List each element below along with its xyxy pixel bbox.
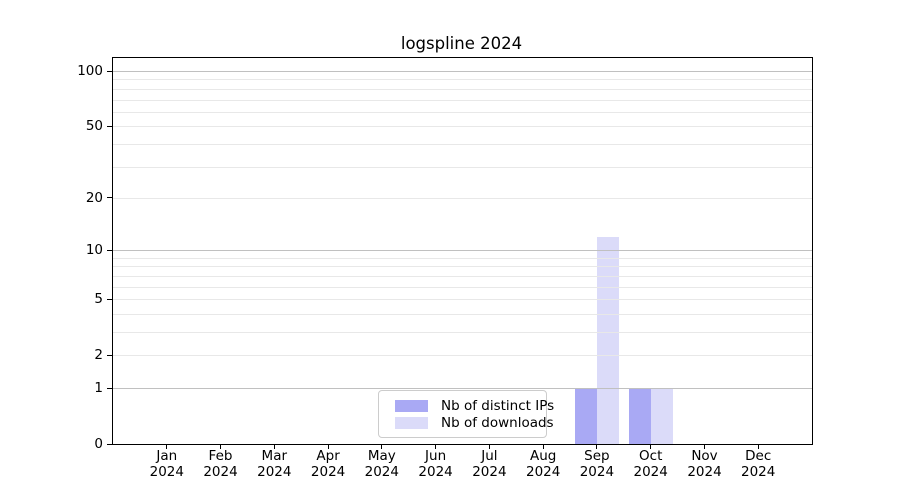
x-tick-year: 2024 <box>310 464 346 480</box>
y-tick-mark <box>107 125 113 127</box>
minor-gridline <box>113 79 812 81</box>
minor-gridline <box>113 355 812 357</box>
bar-downloads-oct <box>650 388 673 444</box>
bar-distinct-ips-sep <box>574 388 597 444</box>
x-tick-label-nov: Nov 2024 <box>678 448 732 480</box>
x-tick-year: 2024 <box>257 464 292 480</box>
x-tick-mark <box>327 444 329 449</box>
y-tick-label: 0 <box>94 436 103 452</box>
x-tick-month: May <box>367 448 396 464</box>
x-tick-mark <box>542 444 544 449</box>
minor-gridline <box>113 166 812 168</box>
x-tick-label-may: May 2024 <box>355 448 409 480</box>
minor-gridline <box>113 332 812 333</box>
x-tick-year: 2024 <box>526 464 561 480</box>
x-tick-mark <box>650 444 652 449</box>
x-tick-year: 2024 <box>203 464 238 480</box>
legend: Nb of distinct IPs Nb of downloads <box>378 390 554 438</box>
major-gridline <box>113 250 812 252</box>
minor-gridline <box>113 275 812 277</box>
major-gridline <box>113 388 812 389</box>
minor-gridline <box>113 143 812 145</box>
legend-swatch-downloads <box>395 416 428 429</box>
x-tick-month: Jun <box>425 448 447 464</box>
legend-label-downloads: Nb of downloads <box>441 414 554 431</box>
x-tick-month: Dec <box>745 448 772 464</box>
x-tick-mark <box>435 444 437 449</box>
x-tick-label-oct: Oct 2024 <box>624 448 678 480</box>
x-tick-mark <box>596 444 598 449</box>
major-gridline <box>113 71 812 72</box>
minor-gridline <box>113 299 812 301</box>
y-tick-mark <box>107 298 113 300</box>
x-tick-mark <box>704 444 705 449</box>
plot-area <box>112 57 813 445</box>
y-tick-label: 1 <box>94 380 103 396</box>
x-tick-label-sep: Sep 2024 <box>570 448 624 480</box>
y-tick-label: 20 <box>85 189 103 206</box>
x-tick-label-aug: Aug 2024 <box>516 448 570 480</box>
bar-distinct-ips-oct <box>628 388 651 444</box>
minor-gridline <box>113 111 812 113</box>
x-tick-month: Aug <box>530 448 557 464</box>
y-tick-label: 50 <box>85 118 103 135</box>
x-tick-year: 2024 <box>418 464 453 480</box>
x-tick-month: Oct <box>639 448 663 464</box>
x-tick-mark <box>220 444 221 449</box>
x-tick-label-apr: Apr 2024 <box>301 448 355 480</box>
x-tick-label-feb: Feb 2024 <box>194 448 248 480</box>
minor-gridline <box>113 126 812 128</box>
x-tick-mark <box>757 444 759 449</box>
x-tick-mark <box>488 444 490 449</box>
legend-item-distinct-ips: Nb of distinct IPs <box>395 398 554 414</box>
x-tick-month: Jul <box>481 448 498 464</box>
y-tick-mark <box>107 197 113 199</box>
x-tick-month: Nov <box>691 448 718 464</box>
x-tick-label-jan: Jan 2024 <box>140 448 194 480</box>
chart-title: logspline 2024 <box>400 34 523 53</box>
x-tick-label-dec: Dec 2024 <box>731 448 785 480</box>
x-tick-year: 2024 <box>633 464 668 480</box>
x-tick-year: 2024 <box>364 464 399 480</box>
y-tick-mark <box>107 70 113 72</box>
x-tick-year: 2024 <box>149 464 184 480</box>
minor-gridline <box>113 88 812 90</box>
x-tick-month: Feb <box>208 448 233 464</box>
legend-label-distinct-ips: Nb of distinct IPs <box>441 397 555 414</box>
y-tick-label: 10 <box>85 242 103 259</box>
y-tick-label: 2 <box>94 347 103 364</box>
x-tick-year: 2024 <box>579 464 615 480</box>
x-tick-year: 2024 <box>741 464 776 480</box>
minor-gridline <box>113 286 812 288</box>
x-tick-label-mar: Mar 2024 <box>247 448 301 480</box>
minor-gridline <box>113 197 812 199</box>
y-tick-mark <box>107 387 113 389</box>
legend-item-downloads: Nb of downloads <box>395 415 554 431</box>
minor-gridline <box>113 99 812 101</box>
bar-downloads-sep <box>596 236 619 444</box>
minor-gridline <box>113 257 812 259</box>
x-tick-mark <box>381 444 383 449</box>
y-tick-label: 100 <box>77 63 103 79</box>
legend-swatch-distinct-ips <box>395 399 428 412</box>
x-tick-year: 2024 <box>472 464 507 480</box>
x-tick-month: Mar <box>261 448 288 464</box>
x-tick-year: 2024 <box>687 464 722 480</box>
x-tick-mark <box>166 444 168 449</box>
x-tick-month: Apr <box>316 448 340 464</box>
x-tick-mark <box>273 444 275 449</box>
minor-gridline <box>113 313 812 315</box>
y-tick-mark <box>107 443 113 445</box>
x-tick-label-jun: Jun 2024 <box>409 448 463 480</box>
minor-gridline <box>113 266 812 268</box>
y-tick-mark <box>107 354 113 356</box>
x-tick-month: Jan <box>156 448 178 464</box>
x-tick-month: Sep <box>584 448 610 464</box>
y-tick-mark <box>107 249 113 251</box>
x-tick-label-jul: Jul 2024 <box>462 448 516 480</box>
y-tick-label: 5 <box>94 291 103 308</box>
